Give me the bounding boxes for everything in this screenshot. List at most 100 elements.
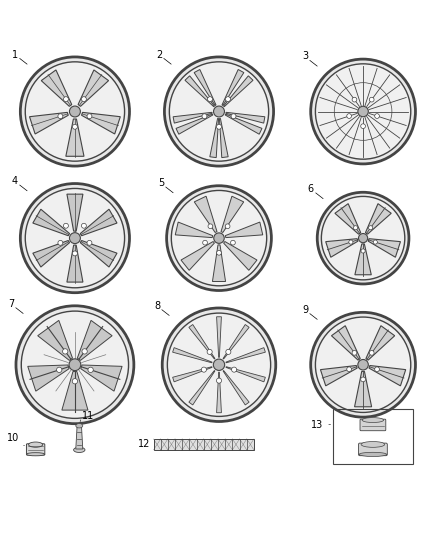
- Text: 12: 12: [138, 439, 150, 449]
- Polygon shape: [173, 367, 212, 382]
- Polygon shape: [185, 76, 215, 107]
- Polygon shape: [175, 222, 213, 238]
- Ellipse shape: [311, 59, 416, 164]
- Ellipse shape: [81, 96, 86, 102]
- Ellipse shape: [170, 62, 268, 161]
- Text: 4: 4: [12, 176, 18, 186]
- Ellipse shape: [87, 114, 92, 119]
- Ellipse shape: [361, 124, 365, 128]
- Polygon shape: [219, 118, 228, 158]
- Text: 1: 1: [12, 50, 18, 60]
- Ellipse shape: [64, 223, 68, 228]
- Ellipse shape: [20, 57, 130, 166]
- Ellipse shape: [315, 317, 411, 413]
- Polygon shape: [81, 365, 122, 391]
- Polygon shape: [226, 112, 265, 123]
- Ellipse shape: [315, 64, 411, 159]
- Ellipse shape: [369, 351, 374, 355]
- Polygon shape: [194, 69, 216, 106]
- Ellipse shape: [82, 349, 87, 354]
- Ellipse shape: [362, 418, 384, 423]
- Polygon shape: [222, 69, 244, 106]
- Polygon shape: [365, 204, 391, 234]
- Polygon shape: [326, 239, 358, 257]
- Ellipse shape: [16, 306, 134, 424]
- FancyBboxPatch shape: [360, 419, 386, 431]
- Ellipse shape: [321, 196, 405, 280]
- Ellipse shape: [214, 106, 224, 117]
- Ellipse shape: [25, 62, 124, 161]
- Polygon shape: [78, 70, 109, 107]
- Ellipse shape: [63, 349, 68, 354]
- Ellipse shape: [87, 240, 92, 245]
- Ellipse shape: [311, 312, 416, 417]
- Ellipse shape: [208, 224, 213, 229]
- Polygon shape: [189, 370, 215, 405]
- Polygon shape: [226, 367, 265, 382]
- Ellipse shape: [353, 225, 357, 230]
- Polygon shape: [194, 196, 217, 232]
- Ellipse shape: [349, 240, 353, 244]
- Text: 10: 10: [7, 433, 19, 443]
- Ellipse shape: [201, 367, 206, 372]
- Ellipse shape: [369, 98, 374, 102]
- Ellipse shape: [202, 114, 207, 119]
- Polygon shape: [62, 372, 88, 410]
- FancyBboxPatch shape: [358, 443, 387, 456]
- Text: 9: 9: [302, 305, 308, 314]
- Ellipse shape: [217, 251, 221, 255]
- Ellipse shape: [359, 453, 387, 456]
- Ellipse shape: [347, 367, 351, 372]
- Ellipse shape: [231, 114, 236, 119]
- Polygon shape: [212, 245, 226, 281]
- Ellipse shape: [358, 359, 368, 370]
- Polygon shape: [225, 222, 263, 238]
- Ellipse shape: [230, 240, 235, 245]
- Ellipse shape: [28, 442, 42, 447]
- Polygon shape: [368, 239, 400, 257]
- Polygon shape: [221, 196, 244, 232]
- Ellipse shape: [64, 96, 68, 102]
- Ellipse shape: [373, 240, 378, 244]
- Ellipse shape: [208, 96, 212, 102]
- Ellipse shape: [72, 378, 78, 384]
- Polygon shape: [217, 372, 221, 413]
- Ellipse shape: [374, 114, 379, 118]
- Ellipse shape: [232, 367, 237, 372]
- Polygon shape: [67, 245, 83, 282]
- Polygon shape: [354, 372, 371, 407]
- Text: 3: 3: [302, 52, 308, 61]
- Ellipse shape: [226, 96, 230, 102]
- Ellipse shape: [203, 240, 208, 245]
- Ellipse shape: [70, 233, 81, 244]
- Polygon shape: [369, 366, 406, 386]
- Polygon shape: [67, 194, 83, 231]
- Ellipse shape: [166, 185, 272, 290]
- Ellipse shape: [58, 114, 63, 119]
- Ellipse shape: [164, 57, 274, 166]
- Ellipse shape: [171, 190, 267, 286]
- Polygon shape: [335, 204, 361, 234]
- Polygon shape: [33, 209, 70, 236]
- Ellipse shape: [26, 453, 45, 456]
- Polygon shape: [29, 112, 68, 134]
- Ellipse shape: [216, 124, 222, 129]
- Ellipse shape: [20, 183, 130, 293]
- Text: 7: 7: [8, 299, 14, 309]
- Ellipse shape: [352, 351, 357, 355]
- Ellipse shape: [58, 240, 63, 245]
- Polygon shape: [217, 317, 221, 357]
- Ellipse shape: [214, 233, 224, 244]
- Text: 11: 11: [82, 411, 94, 421]
- Polygon shape: [78, 320, 112, 360]
- Text: 13: 13: [311, 419, 323, 430]
- Polygon shape: [223, 325, 249, 359]
- Polygon shape: [76, 426, 83, 449]
- Ellipse shape: [57, 367, 62, 373]
- Ellipse shape: [76, 424, 83, 428]
- Ellipse shape: [88, 367, 93, 373]
- Text: 8: 8: [154, 301, 160, 311]
- Polygon shape: [189, 325, 215, 359]
- Polygon shape: [28, 365, 69, 391]
- Ellipse shape: [81, 223, 86, 228]
